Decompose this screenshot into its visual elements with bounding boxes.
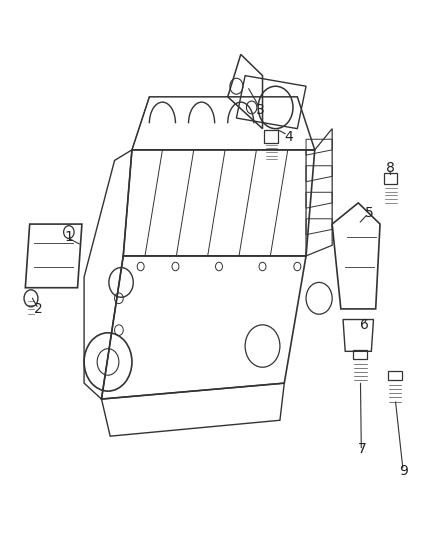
Text: 5: 5 <box>365 206 374 221</box>
Text: 9: 9 <box>399 464 408 478</box>
Text: 2: 2 <box>34 302 43 316</box>
Text: 4: 4 <box>284 130 293 143</box>
Text: 1: 1 <box>64 230 73 244</box>
Text: 7: 7 <box>358 442 367 456</box>
Text: 3: 3 <box>256 103 265 117</box>
Text: 8: 8 <box>386 161 396 175</box>
Text: 6: 6 <box>360 318 369 332</box>
